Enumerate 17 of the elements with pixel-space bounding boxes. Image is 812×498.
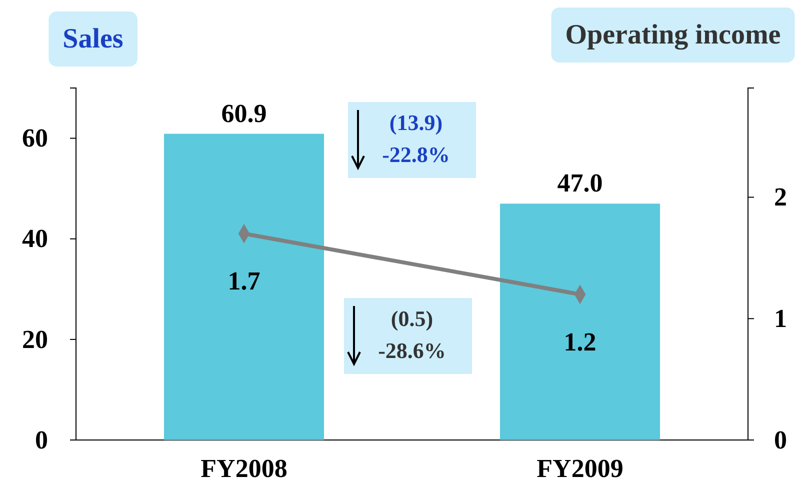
data-label: 60.9 — [221, 98, 267, 128]
y-axis-title: Sales — [62, 24, 124, 54]
y2-axis-title: Operating income — [565, 20, 781, 50]
y2-tick-label: 1 — [774, 304, 787, 333]
y-tick-label: 0 — [35, 425, 48, 454]
y-tick-label: 40 — [22, 224, 48, 254]
data-label: 1.2 — [564, 327, 596, 356]
data-label: 47.0 — [557, 168, 603, 198]
y-tick-label: 60 — [22, 124, 48, 153]
y2-tick-label: 0 — [774, 425, 787, 454]
y-tick-label: 20 — [22, 324, 48, 354]
y2-tick-label: 2 — [774, 182, 787, 212]
annotation: (0.5) -28.6% — [378, 306, 446, 363]
annotation: (13.9) -22.8% — [382, 110, 450, 167]
x-tick-label: FY2009 — [536, 454, 624, 483]
x-tick-label: FY2008 — [200, 454, 288, 483]
data-label: 1.7 — [228, 266, 260, 296]
